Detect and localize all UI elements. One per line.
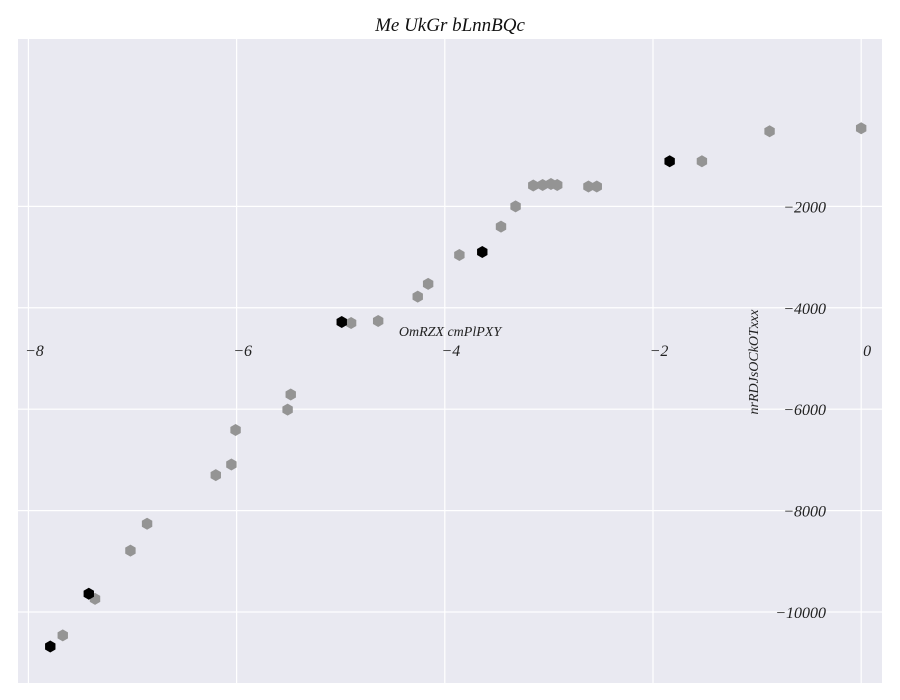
data-point xyxy=(545,178,557,191)
data-point xyxy=(477,245,488,258)
data-point xyxy=(285,388,296,401)
data-points xyxy=(45,122,867,653)
data-point xyxy=(336,315,347,328)
y-tick-label: −8000 xyxy=(783,504,826,521)
y-tick-label: −4000 xyxy=(783,301,826,318)
data-point xyxy=(591,180,602,193)
x-tick-label: −6 xyxy=(233,343,252,360)
data-point xyxy=(83,587,94,600)
data-point xyxy=(510,200,521,213)
data-point xyxy=(45,640,56,653)
data-point xyxy=(537,179,548,192)
y-tick-labels: −2000 −4000 −6000 −8000 −10000 xyxy=(775,199,826,622)
x-tick-labels: −8 −6 −4 −2 0 xyxy=(25,343,871,360)
data-point xyxy=(210,469,221,482)
data-point xyxy=(528,179,539,192)
x-tick-label: −8 xyxy=(25,343,44,360)
plot-background xyxy=(18,39,882,683)
x-tick-label: 0 xyxy=(863,343,871,360)
x-axis-label: OmRZX cmPlPXY xyxy=(399,325,503,340)
data-point xyxy=(412,290,423,303)
data-point xyxy=(855,122,867,135)
data-point xyxy=(454,249,465,262)
data-point xyxy=(372,314,384,327)
data-point xyxy=(226,458,237,471)
data-point xyxy=(583,180,594,193)
data-point xyxy=(495,220,507,233)
y-axis-label: nrRDJsOCkOTxxx xyxy=(747,309,762,415)
y-tick-label: −10000 xyxy=(775,605,826,622)
grid-lines xyxy=(18,39,882,683)
data-point xyxy=(141,517,153,530)
y-tick-label: −2000 xyxy=(783,199,826,216)
y-tick-label: −6000 xyxy=(783,402,826,419)
data-point xyxy=(696,155,708,168)
x-tick-label: −4 xyxy=(441,343,460,360)
data-point xyxy=(282,403,293,416)
chart-title: Me UkGr bLnnBQc xyxy=(374,15,525,36)
data-point xyxy=(345,316,357,329)
x-tick-label: −2 xyxy=(650,343,669,360)
data-point xyxy=(664,155,675,168)
data-point xyxy=(57,629,68,642)
data-point xyxy=(125,544,136,557)
data-point xyxy=(764,125,775,138)
data-point xyxy=(230,423,241,436)
data-point xyxy=(422,277,434,290)
